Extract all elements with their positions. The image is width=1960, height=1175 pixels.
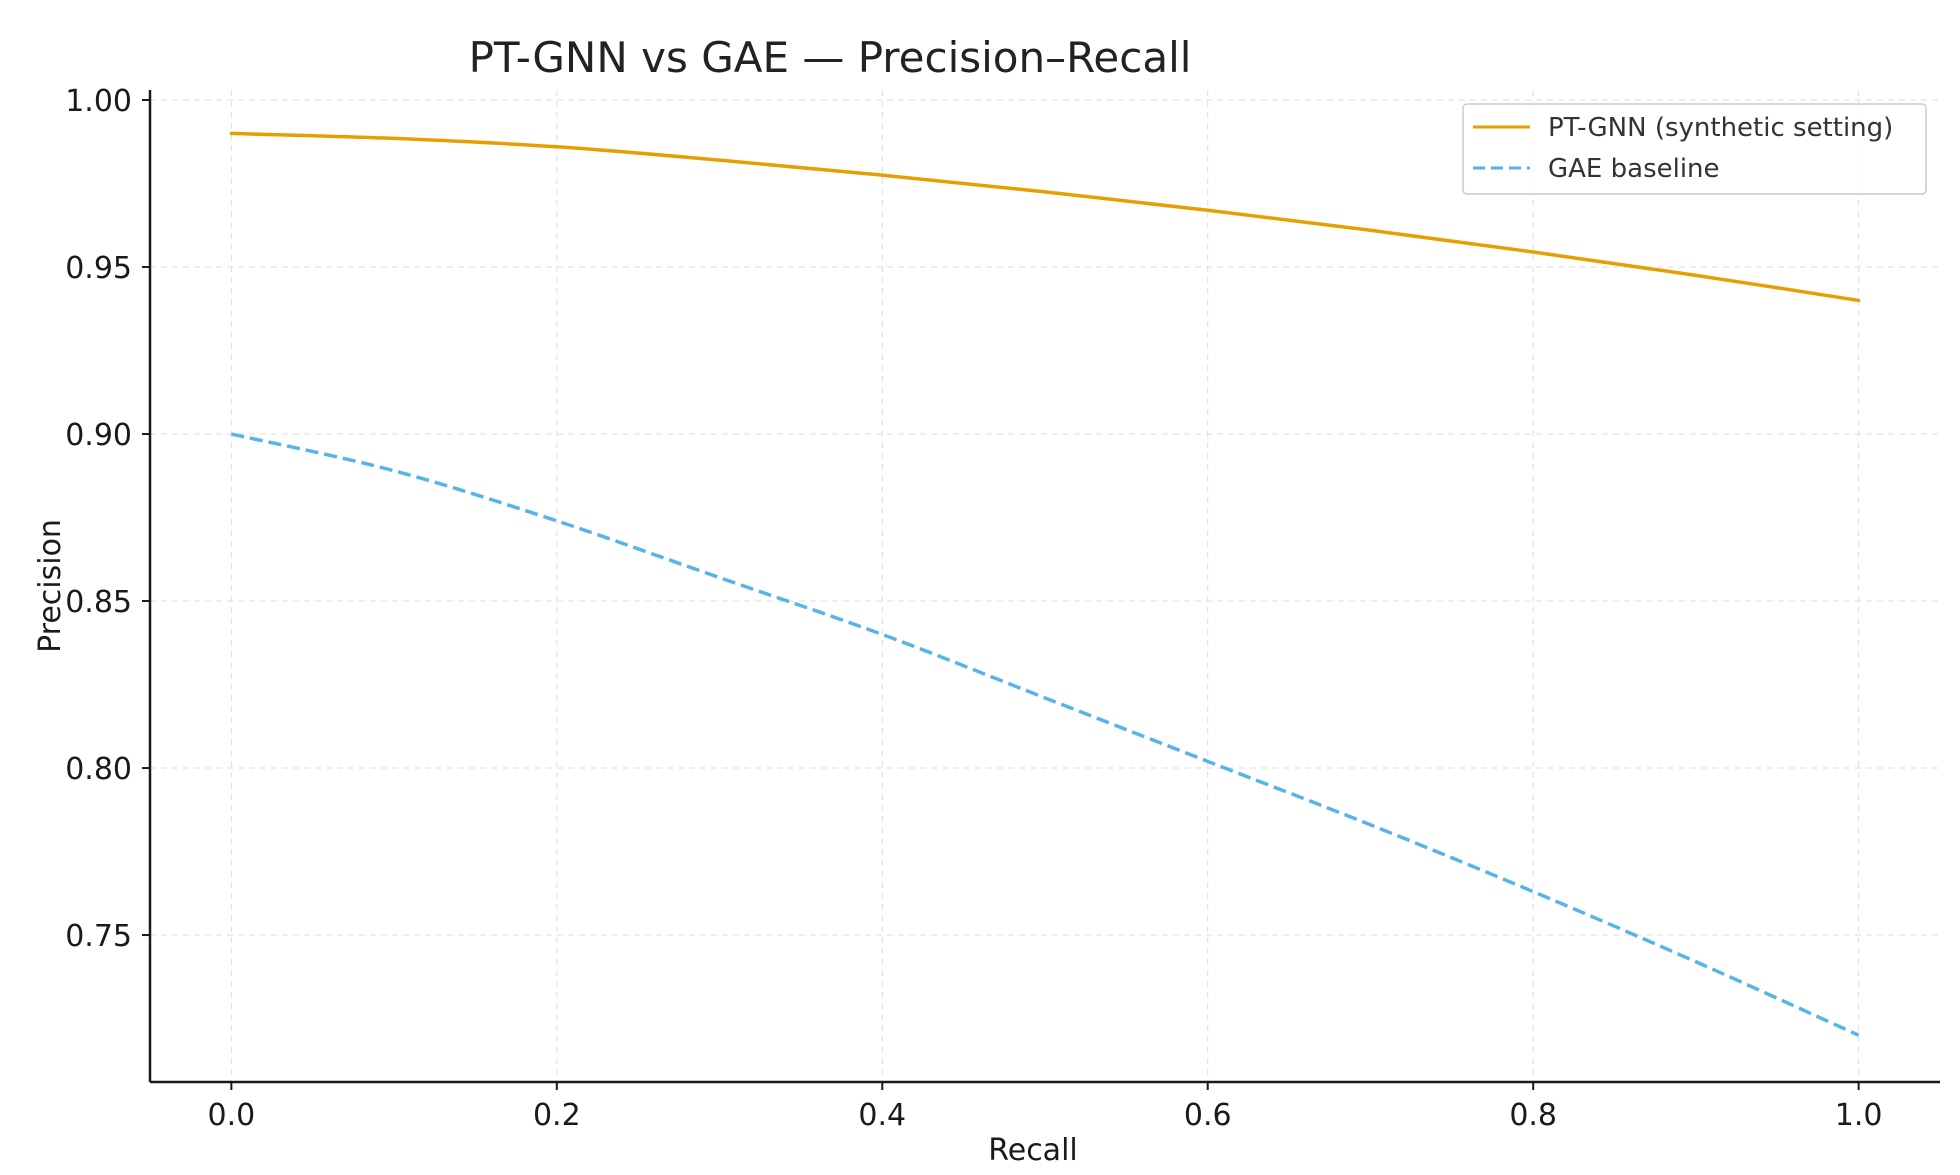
series-line-pt-gnn [229,131,1861,303]
legend-box [1462,103,1927,195]
y-axis-title: Precision [33,519,68,653]
y-tick-label-2: 0.85 [65,585,132,620]
series-lines [229,131,1861,1037]
y-tick-label-3: 0.90 [65,418,132,453]
legend-label-gae: GAE baseline [1548,154,1720,184]
chart-title: PT-GNN vs GAE — Precision–Recall [469,33,1192,82]
y-tick-label-1: 0.80 [65,752,132,787]
ticks: 0.0 0.2 0.4 0.6 0.8 1.0 0.75 0.80 0.85 0.90 0.95 1.… [65,84,1882,1133]
grid [150,90,1940,1082]
x-tick-label-0: 0.0 [208,1098,256,1133]
y-tick-label-4: 0.95 [65,251,132,286]
x-tick-label-3: 0.6 [1184,1098,1232,1133]
series-line-gae [230,432,1860,1037]
axes [148,90,1940,1084]
x-tick-label-1: 0.2 [533,1098,581,1133]
x-tick-label-2: 0.4 [858,1098,906,1133]
x-axis-title: Recall [988,1133,1078,1168]
y-tick-label-5: 1.00 [65,84,132,119]
legend: PT-GNN (synthetic setting) GAE baseline [1462,103,1927,195]
y-tick-label-0: 0.75 [65,919,132,954]
x-tick-label-4: 0.8 [1509,1098,1557,1133]
x-tick-label-5: 1.0 [1835,1098,1883,1133]
legend-label-pt-gnn: PT-GNN (synthetic setting) [1548,113,1893,143]
